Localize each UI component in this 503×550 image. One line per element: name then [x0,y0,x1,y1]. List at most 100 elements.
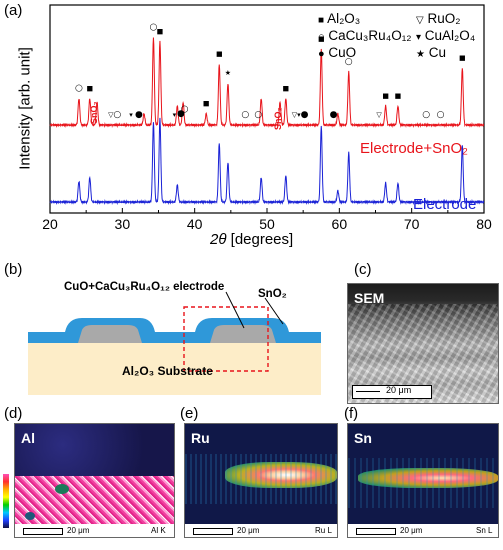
peak-marker: ● [177,109,185,119]
series-label-electrode: Electrode [413,196,477,213]
panel-label-a: (a) [4,2,23,19]
sno2-leader [264,297,284,325]
y-axis-title: Intensity [arb. unit] [16,47,34,170]
peak-marker: ■ [203,100,210,108]
panel-label-c: (c) [354,261,372,278]
legend-item-cuo: ● CuO [318,45,356,62]
ru-line-label: Ru L [315,526,332,535]
legend-text: Cu [428,45,446,60]
peak-marker: ○ [150,23,158,33]
peak-marker: ■ [282,84,289,92]
ru-scale-box [193,528,233,535]
legend-item-ruo2: ▽ RuO₂ [416,11,488,28]
x-tick-label: 20 [42,216,58,232]
peak-marker: ○ [254,110,262,120]
peak-marker: ○ [241,110,249,120]
al-line-label: Al K [151,526,166,535]
sn-scale-text: 20 μm [400,526,423,535]
legend-item-cu: ★ Cu [416,45,488,62]
peak-marker: ■ [459,54,466,62]
al-label: Al [21,430,35,446]
legend-item-cual2o4: ▾ CuAl₂O₄ [416,28,488,45]
sem-scale-text: 20 μm [386,385,412,395]
al-map: 20 μm Al K Al [14,423,175,538]
filled-square-marker-icon: ■ [318,15,325,26]
peak-marker: ▽ [108,111,114,119]
al-scale-box [23,528,63,535]
peak-marker: ★ [225,69,231,77]
sno2-layer [28,318,321,343]
ru-map-band [225,462,337,488]
peak-marker: ■ [395,92,402,100]
x-axis-title: 2θ [degrees] [210,231,293,248]
legend-text: RuO₂ [427,11,461,26]
peak-marker: ■ [216,50,223,58]
peak-marker: ▾ [297,111,301,119]
ru-label: Ru [191,430,210,446]
series-line-1 [49,117,485,206]
peak-marker: ○ [422,110,430,120]
color-scale-bar [3,474,9,528]
sn-map-speckle [348,458,498,508]
x-axis-symbol: 2θ [210,231,227,248]
sem-scale-line [356,391,380,392]
sn-map: 20 μm Sn L Sn [347,423,499,538]
electrode-label: CuO+CaCu₃Ru₄O₁₂ electrode [64,281,225,293]
electrode-right [210,325,276,343]
sn-scale-strip [348,524,498,537]
ru-scale-strip [185,524,337,537]
peak-marker: ■ [382,92,389,100]
filled-circle-marker-icon: ● [318,48,325,60]
al-scale-strip [15,524,174,537]
star-marker-icon: ★ [416,49,425,60]
sn-label: Sn [354,430,372,446]
al-map-hole-1 [55,484,69,494]
peak-marker: ○ [181,104,189,114]
peak-marker: ○ [437,110,445,120]
small-triangle-marker-icon: ▾ [416,32,422,43]
peak-marker: ● [135,110,143,120]
al-map-upper [15,424,174,476]
peak-marker: ○ [75,83,83,93]
sem-label: SEM [354,290,385,306]
peak-marker: ▽ [376,111,382,119]
peak-marker: ○ [113,110,121,120]
ru-map: 20 μm Ru L Ru [184,423,338,538]
electrode-left [78,325,142,343]
panel-label-b: (b) [4,261,23,278]
sno2-peak-tag: SnO₂ [273,107,283,131]
peak-marker: ■ [157,27,164,35]
sn-map-band [358,468,498,488]
panel-label-f: (f) [344,405,359,422]
substrate [28,343,321,395]
device-schematic [28,291,321,395]
legend-text: CuAl₂O₄ [424,28,476,43]
sno2-peak-tag: SnO₂ [89,101,99,125]
sn-line-label: Sn L [476,526,493,535]
legend-item-al2o3: ■ Al₂O₃ [318,11,360,28]
peak-marker: ○ [345,57,353,67]
ru-map-glow [185,454,337,504]
al-scale-text: 20 μm [67,526,90,535]
sn-scale-box [356,528,396,535]
peak-marker: ▽ [292,111,298,119]
open-circle-marker-icon: ○ [318,31,325,43]
legend-item-caru: ○ CaCu₃Ru₄O₁₂ [318,28,412,45]
legend-text: CaCu₃Ru₄O₁₂ [328,28,412,43]
x-tick-label: 40 [187,216,203,232]
legend-text: Al₂O₃ [327,11,361,26]
panel-label-e: (e) [180,405,199,422]
x-tick-label: 60 [332,216,348,232]
peak-marker: ▾ [173,111,177,119]
zoom-region-box [183,306,269,372]
sem-scale-bar [352,385,432,399]
peak-marker: ■ [86,84,93,92]
peak-marker: ● [301,110,309,120]
peak-marker: ■ [318,35,325,43]
series-line-0 [49,37,485,129]
x-axis-unit: [degrees] [226,231,294,248]
x-tick-label: 30 [115,216,131,232]
legend: ■ Al₂O₃ ▽ RuO₂ ○ CaCu₃Ru₄O₁₂ ▾ CuAl₂O₄ ●… [318,11,488,62]
x-tick-label: 50 [259,216,275,232]
open-triangle-marker-icon: ▽ [416,15,424,26]
